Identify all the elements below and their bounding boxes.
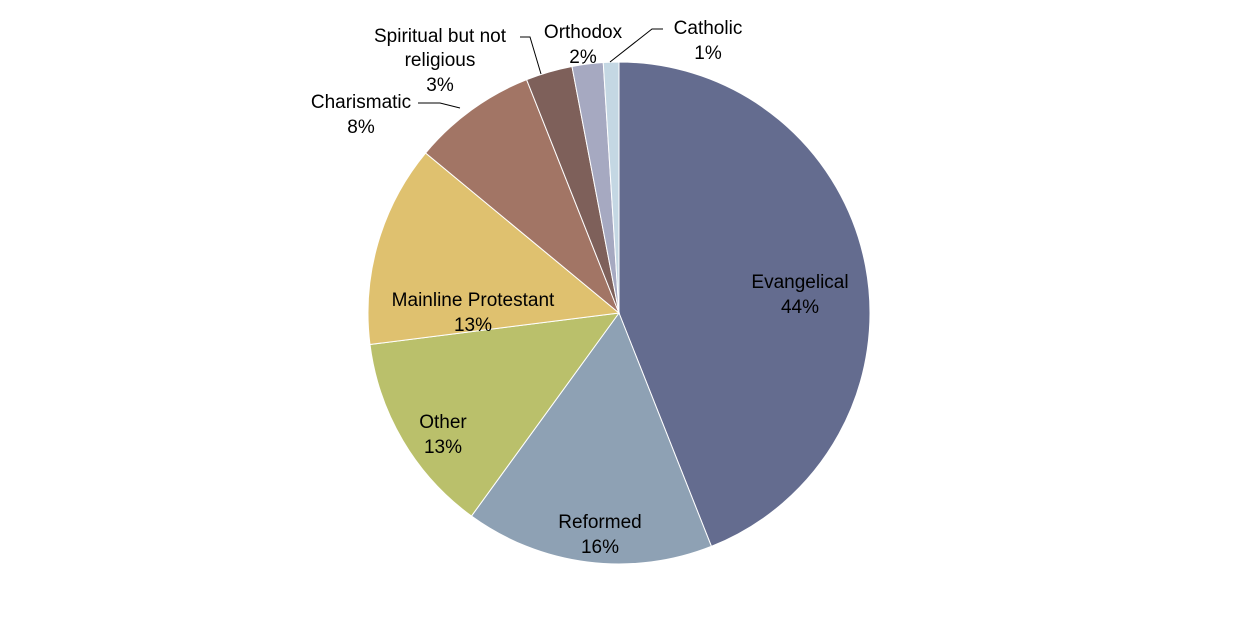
pie-slice-charismatic <box>424 78 620 314</box>
slice-label-catholic: Catholic 1% <box>674 18 743 64</box>
slice-percent-label: 13% <box>424 437 462 458</box>
slice-percent-label: 13% <box>454 315 492 336</box>
slice-percent-label: 3% <box>426 75 454 96</box>
pie-slice-evangelical <box>618 61 871 548</box>
slice-category-label: Mainline Protestant <box>392 290 555 311</box>
slice-category-label: Catholic <box>674 18 743 39</box>
slice-percent-label: 2% <box>569 47 597 68</box>
leader-line-catholic <box>609 28 663 63</box>
pie-slice-reformed <box>470 311 713 565</box>
slice-category-label: Other <box>419 412 467 433</box>
slice-label-spiritual-but-not-religious: Spiritual but not religious 3% <box>374 26 507 96</box>
slice-label-charismatic: Charismatic 8% <box>311 92 411 138</box>
slice-percent-label: 8% <box>347 117 375 138</box>
slice-label-evangelical: Evangelical 44% <box>751 272 848 318</box>
pie-slice-other <box>369 312 621 517</box>
slice-label-reformed: Reformed 16% <box>558 512 641 558</box>
slice-label-other: Other 13% <box>419 412 467 458</box>
slice-percent-label: 1% <box>694 43 722 64</box>
slice-category-label: Orthodox <box>544 22 623 43</box>
slice-category-label: Evangelical <box>751 272 848 293</box>
pie-slice-mainline-protestant <box>367 152 621 346</box>
pie-slice-catholic <box>602 61 620 314</box>
leader-line-charismatic <box>418 102 461 109</box>
leader-line-spiritual-but-not-religious <box>520 36 542 75</box>
slice-label-mainline-protestant: Mainline Protestant 13% <box>392 290 555 336</box>
slice-percent-label: 16% <box>581 537 619 558</box>
slice-label-orthodox: Orthodox 2% <box>544 22 623 68</box>
slice-percent-label: 44% <box>781 297 819 318</box>
slice-category-label: religious <box>405 50 476 71</box>
slice-category-label: Charismatic <box>311 92 411 113</box>
slice-category-label: Spiritual but not <box>374 26 507 47</box>
slice-category-label: Reformed <box>558 512 641 533</box>
